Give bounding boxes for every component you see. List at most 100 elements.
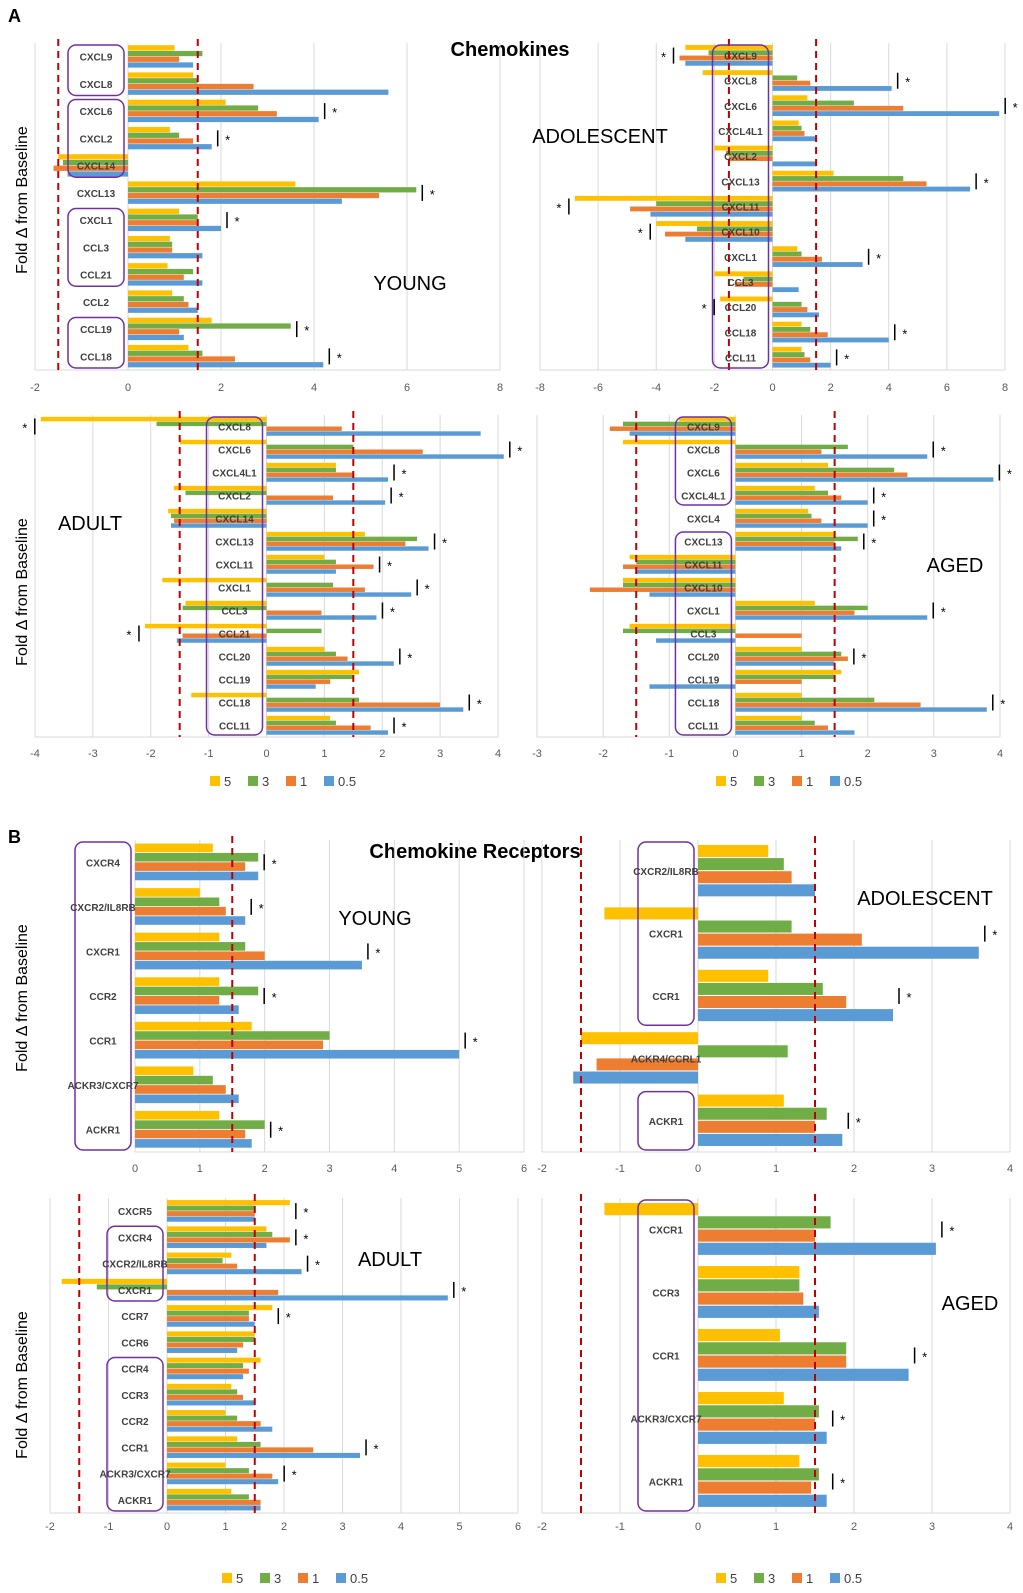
bar-ccr7-s0.5	[167, 1321, 255, 1327]
bar-ackr1-s5	[135, 1110, 220, 1120]
bar-ccr1-s1	[167, 1447, 314, 1453]
bar-ackr3-cxcr7-s3	[698, 1405, 819, 1418]
category-label: CXCL11	[216, 561, 254, 572]
significance-star: *	[881, 490, 886, 505]
significance-star: *	[337, 350, 342, 365]
bar-cxcr1-s3	[698, 1216, 831, 1229]
bar-cxcl1-s3	[735, 605, 868, 611]
category-label: CCL19	[80, 325, 112, 336]
bar-cxcl1-s0.5	[128, 225, 221, 232]
tick-label: 3	[929, 1521, 935, 1533]
bar-ccr2-s5	[167, 1410, 226, 1416]
bar-ccr6-s1	[167, 1342, 244, 1348]
significance-star: *	[556, 201, 561, 216]
significance-star: *	[272, 856, 277, 871]
bar-cxcl11-s5	[629, 554, 736, 560]
bar-ccl11-s0.5	[266, 730, 389, 735]
significance-star: *	[304, 323, 309, 338]
significance-star: *	[861, 651, 866, 666]
bar-ackr1-s0.5	[167, 1505, 261, 1511]
significance-star: *	[1013, 100, 1018, 115]
significance-star: *	[941, 605, 946, 620]
bar-cxcl11-s3	[266, 559, 336, 565]
bar-cxcl9-s3	[128, 50, 203, 57]
bar-ccr4-s1	[167, 1368, 249, 1374]
tick-label: 0	[769, 382, 775, 394]
chart-b_adolescent: -2 -1 0 1 2 3 4 CXCR2/IL8RB CXCR1 CCR1 ACKR4/CCRL1…	[537, 836, 1013, 1175]
legend-swatch-5	[716, 776, 726, 786]
bar-cxcl9-s1	[609, 426, 736, 431]
chart-b_young: 0 1 2 3 4 5 6 CXCR4 CXCR2/IL8RB CXCR1 CCR2 CCR1 ACKR…	[67, 836, 527, 1175]
bar-cxcl8-s0.5	[266, 431, 481, 436]
tick-label: 2	[851, 1521, 857, 1533]
bar-cxcr1-s0.5	[698, 946, 979, 959]
legend-swatch-0.5	[830, 776, 840, 786]
bar-ccl18-s3	[772, 326, 811, 332]
bar-cxcl13-s0.5	[772, 186, 971, 192]
category-label: CXCL6	[724, 102, 757, 113]
significance-star: *	[840, 1476, 845, 1491]
bar-ccl20-s1	[735, 656, 848, 661]
chart-b_adult: -2 -1 0 1 2 3 4 5 6 CXCR5 CXCR4 CXCR2/IL8RB CXCR1 CCR…	[45, 1194, 521, 1533]
bar-cxcr2-il8rb-s5	[135, 888, 200, 897]
bar-ccl20-s3	[266, 651, 336, 657]
bar-cxcr1-s5	[135, 932, 220, 942]
category-label: CXCR2/IL8RB	[633, 867, 699, 878]
significance-star: *	[303, 1231, 308, 1246]
bar-cxcl2-s0.5	[266, 500, 386, 505]
legend-swatch-5	[716, 1573, 726, 1583]
bar-cxcl9-s3	[708, 50, 773, 56]
tick-label: 6	[944, 382, 950, 394]
category-label: CXCR4	[118, 1233, 152, 1244]
tick-label: 0	[695, 1521, 701, 1533]
legend: 5 3 1 0.5	[716, 774, 862, 789]
significance-star: *	[402, 467, 407, 482]
bar-cxcl4-s0.5	[735, 523, 868, 528]
bar-ccl20-s5	[720, 296, 773, 302]
bar-ackr3-cxcr7-s0.5	[135, 1094, 239, 1104]
legend: 5 3 1 0.5	[210, 774, 356, 789]
category-label: CCR3	[121, 1391, 149, 1402]
significance-star: *	[871, 536, 876, 551]
bar-ccl2-s1	[128, 301, 189, 308]
category-label: CXCL1	[218, 584, 251, 595]
y-axis-label-a-bottom: Fold Δ from Baseline	[14, 518, 31, 666]
tick-label: 5	[456, 1163, 462, 1175]
tick-label: -8	[535, 382, 545, 394]
category-label: CXCL8	[687, 446, 720, 457]
tick-label: 3	[326, 1163, 332, 1175]
age-group-label: ADOLESCENT	[857, 888, 993, 910]
category-label: CCL18	[219, 699, 251, 710]
bar-cxcl14-s0.5	[171, 523, 267, 528]
category-label: CXCL4	[687, 515, 720, 526]
tick-label: -1	[104, 1521, 114, 1533]
bar-cxcl11-s5	[266, 554, 325, 560]
bar-cxcl11-s0.5	[636, 569, 736, 574]
tick-label: 4	[1007, 1521, 1013, 1533]
bar-ccl11-s0.5	[735, 730, 855, 735]
bar-cxcr1-s0.5	[135, 960, 362, 970]
bar-cxcl4l1-s0.5	[772, 136, 817, 142]
bar-ccl20-s1	[772, 307, 808, 312]
bar-ccr1-s1	[698, 1355, 847, 1368]
bar-cxcl4l1-s5	[735, 485, 815, 491]
category-label: CXCL13	[77, 189, 116, 200]
significance-star: *	[430, 187, 435, 202]
bar-ccl3-s3	[622, 628, 736, 634]
bar-cxcl11-s1	[266, 564, 374, 569]
category-label: CXCL2	[724, 152, 757, 163]
bar-ccr1-s0.5	[167, 1452, 361, 1458]
bar-cxcl8-s1	[128, 83, 254, 90]
legend-swatch-1	[286, 776, 296, 786]
tick-label: -1	[664, 748, 674, 760]
bar-ccr2-s1	[167, 1421, 261, 1427]
tick-label: -1	[615, 1163, 625, 1175]
tick-label: -3	[532, 748, 542, 760]
significance-star: *	[126, 628, 131, 643]
significance-star: *	[906, 990, 911, 1005]
category-label: ACKR1	[118, 1496, 153, 1507]
bar-ccl3-s1	[734, 281, 773, 287]
tick-label: 2	[828, 382, 834, 394]
category-label: CCR1	[652, 1352, 680, 1363]
bar-ccr1-s3	[167, 1441, 261, 1447]
